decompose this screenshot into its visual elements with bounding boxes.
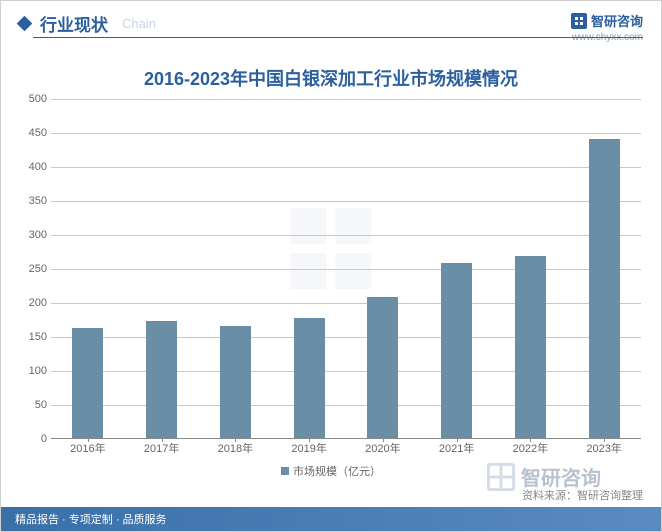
chart-area: 2016年2017年2018年2019年2020年2021年2022年2023年… [51, 99, 641, 459]
x-tick-label: 2017年 [144, 440, 179, 456]
header-title: 行业现状 [40, 11, 108, 36]
grid-line [51, 405, 641, 406]
header-right: 智研咨询 www.chyxx.com [571, 11, 643, 43]
footer-bar: 精品报告 · 专项定制 · 品质服务 [1, 507, 661, 531]
y-tick-label: 100 [29, 365, 47, 377]
bar [72, 328, 103, 438]
bar [294, 318, 325, 438]
y-tick-label: 50 [35, 399, 47, 411]
header: 行业现状 Chain 智研咨询 www.chyxx.com [1, 1, 661, 49]
legend-swatch [281, 467, 289, 475]
grid-line [51, 235, 641, 236]
header-subtitle: Chain [122, 16, 156, 31]
y-tick-label: 0 [41, 433, 47, 445]
grid-line [51, 99, 641, 100]
logo-text: 智研咨询 [591, 11, 643, 30]
watermark-logo-icon [487, 463, 515, 491]
grid-line [51, 201, 641, 202]
x-tick-label: 2018年 [218, 440, 253, 456]
y-tick-label: 450 [29, 127, 47, 139]
footer-text: 精品报告 · 专项定制 · 品质服务 [15, 511, 167, 527]
bar [589, 139, 620, 438]
bar [146, 321, 177, 438]
y-tick-label: 250 [29, 263, 47, 275]
grid-line [51, 371, 641, 372]
logo-block: 智研咨询 [571, 11, 643, 30]
y-tick-label: 350 [29, 195, 47, 207]
y-tick-label: 300 [29, 229, 47, 241]
grid-line [51, 269, 641, 270]
x-tick-label: 2021年 [439, 440, 474, 456]
grid-line [51, 167, 641, 168]
source-line: 资料来源：智研咨询整理 [522, 487, 643, 503]
chart-container: 行业现状 Chain 智研咨询 www.chyxx.com 2016-2023年… [0, 0, 662, 532]
diamond-icon [17, 16, 33, 32]
logo-icon [571, 13, 587, 29]
bar [515, 256, 546, 438]
grid-line [51, 133, 641, 134]
bar [220, 326, 251, 438]
grid-line [51, 303, 641, 304]
x-tick-label: 2019年 [291, 440, 326, 456]
bar [367, 297, 398, 438]
x-tick-label: 2023年 [586, 440, 621, 456]
y-tick-label: 150 [29, 331, 47, 343]
x-tick-label: 2020年 [365, 440, 400, 456]
y-tick-label: 200 [29, 297, 47, 309]
bar [441, 263, 472, 438]
x-tick-label: 2016年 [70, 440, 105, 456]
y-tick-label: 500 [29, 93, 47, 105]
legend-label: 市场规模（亿元） [293, 463, 381, 479]
chart-title: 2016-2023年中国白银深加工行业市场规模情况 [1, 65, 661, 91]
grid-line [51, 337, 641, 338]
header-divider [33, 37, 643, 38]
y-axis: 050100150200250300350400450500 [16, 99, 51, 439]
x-tick-label: 2022年 [513, 440, 548, 456]
header-left: 行业现状 Chain [19, 11, 156, 36]
y-tick-label: 400 [29, 161, 47, 173]
plot-region: 2016年2017年2018年2019年2020年2021年2022年2023年 [51, 99, 641, 439]
